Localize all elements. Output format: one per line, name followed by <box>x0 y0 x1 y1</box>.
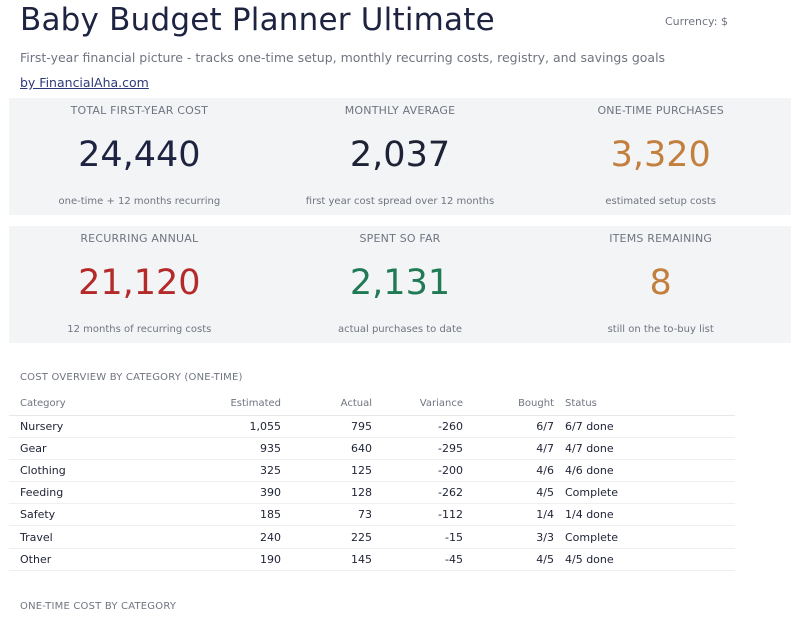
cell-actual: 795 <box>281 415 372 438</box>
cell-status: 4/7 done <box>554 437 735 460</box>
cell-estimated: 325 <box>129 459 281 483</box>
cell-bought: 4/7 <box>463 437 554 460</box>
cell-category: Other <box>9 548 129 571</box>
currency-indicator: Currency: $ <box>665 15 728 28</box>
cell-bought: 6/7 <box>463 415 554 438</box>
kpi-value: 8 <box>649 263 672 303</box>
column-header-variance: Variance <box>372 393 463 416</box>
cell-variance: -45 <box>372 548 463 571</box>
kpi-card-spent-so-far: SPENT SO FAR 2,131 actual purchases to d… <box>270 226 531 343</box>
cell-actual: 128 <box>281 481 372 505</box>
kpi-caption: estimated setup costs <box>605 196 716 207</box>
cell-category: Travel <box>9 525 129 549</box>
cell-bought: 4/5 <box>463 481 554 505</box>
cell-estimated: 390 <box>129 481 281 505</box>
page-subtitle: First-year financial picture - tracks on… <box>20 50 666 65</box>
kpi-label: RECURRING ANNUAL <box>80 232 199 245</box>
cell-category: Feeding <box>9 481 129 505</box>
kpi-value: 2,037 <box>349 135 451 175</box>
cell-variance: -262 <box>372 481 463 505</box>
table-row: Travel 240 225 -15 3/3 Complete <box>9 525 735 549</box>
cell-estimated: 185 <box>129 503 281 527</box>
cost-overview-heading: COST OVERVIEW BY CATEGORY (ONE-TIME) <box>20 372 243 383</box>
cell-actual: 225 <box>281 525 372 549</box>
column-header-category: Category <box>9 393 129 416</box>
cost-overview-table: Category Estimated Actual Variance Bough… <box>9 393 735 571</box>
kpi-card-monthly-average: MONTHLY AVERAGE 2,037 first year cost sp… <box>270 98 531 215</box>
kpi-row-secondary: RECURRING ANNUAL 21,120 12 months of rec… <box>9 226 791 343</box>
cell-actual: 125 <box>281 459 372 483</box>
cell-bought: 1/4 <box>463 503 554 527</box>
kpi-label: ONE-TIME PURCHASES <box>597 104 724 117</box>
cell-actual: 640 <box>281 437 372 460</box>
cell-estimated: 190 <box>129 548 281 571</box>
column-header-status: Status <box>554 393 735 416</box>
one-time-cost-chart-heading: ONE-TIME COST BY CATEGORY <box>20 601 177 612</box>
cell-variance: -200 <box>372 459 463 483</box>
kpi-caption: one-time + 12 months recurring <box>58 196 221 207</box>
table-header-row: Category Estimated Actual Variance Bough… <box>9 393 735 416</box>
cell-variance: -112 <box>372 503 463 527</box>
cell-status: Complete <box>554 525 735 549</box>
cell-status: 6/7 done <box>554 415 735 438</box>
kpi-value: 2,131 <box>349 263 451 303</box>
kpi-label: MONTHLY AVERAGE <box>344 104 456 117</box>
cell-bought: 3/3 <box>463 525 554 549</box>
kpi-label: SPENT SO FAR <box>359 232 441 245</box>
table-row: Clothing 325 125 -200 4/6 4/6 done <box>9 459 735 483</box>
kpi-caption: actual purchases to date <box>337 324 463 335</box>
cell-status: 4/6 done <box>554 459 735 483</box>
kpi-label: ITEMS REMAINING <box>609 232 713 245</box>
cell-estimated: 935 <box>129 437 281 460</box>
cell-bought: 4/6 <box>463 459 554 483</box>
cell-actual: 73 <box>281 503 372 527</box>
kpi-card-total-first-year: TOTAL FIRST-YEAR COST 24,440 one-time + … <box>9 98 270 215</box>
cell-status: 4/5 done <box>554 548 735 571</box>
kpi-caption: still on the to-buy list <box>607 324 714 335</box>
column-header-estimated: Estimated <box>129 393 281 416</box>
table-row: Gear 935 640 -295 4/7 4/7 done <box>9 437 735 460</box>
column-header-actual: Actual <box>281 393 372 416</box>
kpi-value: 24,440 <box>78 135 201 175</box>
cell-category: Safety <box>9 503 129 527</box>
byline-link[interactable]: by FinancialAha.com <box>20 75 149 90</box>
table-row: Feeding 390 128 -262 4/5 Complete <box>9 481 735 505</box>
kpi-card-items-remaining: ITEMS REMAINING 8 still on the to-buy li… <box>530 226 791 343</box>
table-row: Nursery 1,055 795 -260 6/7 6/7 done <box>9 415 735 438</box>
cell-variance: -15 <box>372 525 463 549</box>
cell-variance: -260 <box>372 415 463 438</box>
cell-actual: 145 <box>281 548 372 571</box>
kpi-label: TOTAL FIRST-YEAR COST <box>70 104 209 117</box>
cell-category: Clothing <box>9 459 129 483</box>
cell-status: Complete <box>554 481 735 505</box>
kpi-card-one-time-purchases: ONE-TIME PURCHASES 3,320 estimated setup… <box>530 98 791 215</box>
kpi-caption: first year cost spread over 12 months <box>305 196 495 207</box>
cell-estimated: 1,055 <box>129 415 281 438</box>
kpi-value: 21,120 <box>78 263 201 303</box>
page-title: Baby Budget Planner Ultimate <box>20 2 495 38</box>
cell-status: 1/4 done <box>554 503 735 527</box>
cell-category: Nursery <box>9 415 129 438</box>
kpi-row-primary: TOTAL FIRST-YEAR COST 24,440 one-time + … <box>9 98 791 215</box>
table-row: Safety 185 73 -112 1/4 1/4 done <box>9 503 735 527</box>
cell-variance: -295 <box>372 437 463 460</box>
kpi-card-recurring-annual: RECURRING ANNUAL 21,120 12 months of rec… <box>9 226 270 343</box>
cell-estimated: 240 <box>129 525 281 549</box>
column-header-bought: Bought <box>463 393 554 416</box>
kpi-value: 3,320 <box>610 135 711 175</box>
cell-bought: 4/5 <box>463 548 554 571</box>
cell-category: Gear <box>9 437 129 460</box>
table-row: Other 190 145 -45 4/5 4/5 done <box>9 548 735 571</box>
kpi-caption: 12 months of recurring costs <box>67 324 212 335</box>
